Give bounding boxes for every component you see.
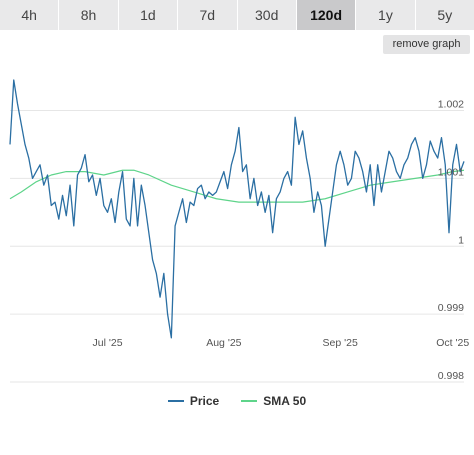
tab-120d[interactable]: 120d <box>296 0 357 30</box>
time-range-tabs: 4h 8h 1d 7d 30d 120d 1y 5y <box>0 0 474 30</box>
y-tick-label: 1.001 <box>438 166 464 178</box>
chart-legend: Price SMA 50 <box>0 392 474 410</box>
series-lines <box>9 79 465 339</box>
x-tick-label: Sep '25 <box>323 337 358 349</box>
legend-label-sma: SMA 50 <box>263 394 307 408</box>
y-tick-label: 0.999 <box>438 302 464 314</box>
tab-1d[interactable]: 1d <box>118 0 179 30</box>
tab-8h[interactable]: 8h <box>59 0 119 30</box>
x-tick-label: Aug '25 <box>206 337 241 349</box>
y-tick-label: 0.998 <box>438 370 464 382</box>
tab-30d[interactable]: 30d <box>237 0 297 30</box>
sma-50-series-line <box>9 169 465 203</box>
tab-5y[interactable]: 5y <box>415 0 474 30</box>
grid-lines <box>10 110 464 383</box>
legend-item-sma[interactable]: SMA 50 <box>241 394 306 408</box>
y-tick-label: 1 <box>458 234 464 246</box>
legend-swatch-sma <box>241 400 258 402</box>
y-axis-labels: 1.002 1.001 1 0.999 0.998 <box>438 99 464 382</box>
price-chart: 1.002 1.001 1 0.999 0.998 Jul '25 Aug '25 Sep … <box>9 79 470 383</box>
tab-1y[interactable]: 1y <box>356 0 416 30</box>
tab-4h[interactable]: 4h <box>0 0 60 30</box>
legend-item-price[interactable]: Price <box>167 394 220 408</box>
legend-swatch-price <box>167 400 184 402</box>
price-series-line <box>9 79 465 339</box>
y-tick-label: 1.002 <box>438 99 464 111</box>
tab-7d[interactable]: 7d <box>178 0 238 30</box>
x-tick-label: Oct '25 <box>436 337 469 349</box>
legend-label-price: Price <box>189 394 220 408</box>
x-axis-labels: Jul '25 Aug '25 Sep '25 Oct '25 <box>93 337 470 349</box>
remove-graph-button[interactable]: remove graph <box>383 35 470 54</box>
x-tick-label: Jul '25 <box>93 337 123 349</box>
